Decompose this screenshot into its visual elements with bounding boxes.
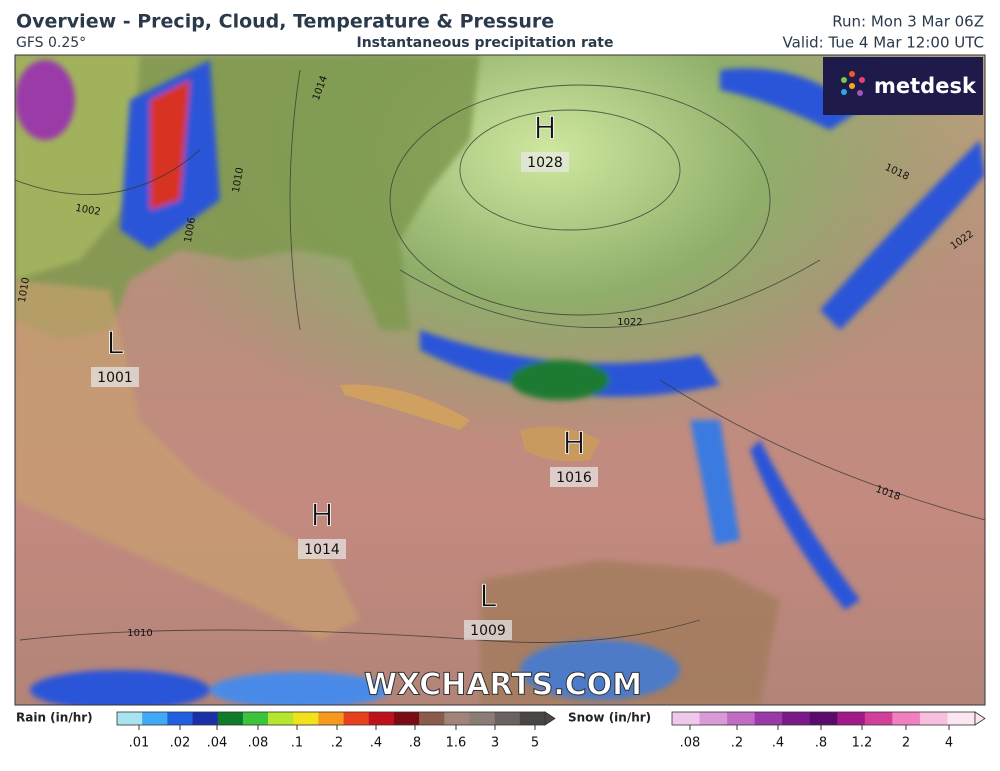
legend-tick-label: 1.6 [446, 736, 467, 751]
legend-swatch [393, 712, 420, 725]
legend-swatch [864, 712, 893, 725]
legend-tick-label: 4 [945, 736, 953, 751]
pressure-value-box [91, 367, 139, 387]
pressure-value-box [550, 467, 598, 487]
pressure-value: 1009 [470, 623, 506, 639]
watermark: WXCHARTS.COM [364, 668, 642, 703]
isobar-label: 1010 [17, 277, 32, 304]
legend-swatch [947, 712, 976, 725]
pressure-value-box [521, 152, 569, 172]
isobars [15, 69, 985, 643]
legend-tick-label: .02 [170, 736, 191, 751]
legend-swatch [699, 712, 728, 725]
legend-swatch [672, 712, 700, 725]
legend-tick-label: .8 [409, 736, 421, 751]
legend-swatch [837, 712, 866, 725]
model: GFS 0.25° [16, 35, 86, 51]
legend-tick-label: .01 [129, 736, 150, 751]
valid-time: Valid: Tue 4 Mar 12:00 UTC [783, 34, 984, 52]
legend-swatch [343, 712, 370, 725]
legend-tick-label: .2 [331, 736, 343, 751]
legend-arrow [974, 711, 986, 726]
isobar-label: 1002 [74, 203, 101, 218]
snow-legend-title: Snow (in/hr) [568, 711, 651, 725]
legend-swatch [809, 712, 838, 725]
legend-swatch [519, 712, 546, 725]
legend-tick-label: .4 [772, 736, 784, 751]
legend-tick-label: 1.2 [852, 736, 873, 751]
pressure-value: 1014 [304, 542, 340, 558]
legend-swatch [368, 712, 395, 725]
pressure-center-letter: H [534, 112, 557, 147]
run-time: Run: Mon 3 Mar 06Z [832, 13, 984, 31]
legend-arrow [544, 711, 556, 726]
map-area [15, 55, 985, 705]
pressure-value-box [464, 620, 512, 640]
isobar-label: 1010 [231, 167, 246, 194]
title: Overview - Precip, Cloud, Temperature & … [16, 11, 554, 33]
legend-swatch [494, 712, 521, 725]
legend-tick-label: .08 [248, 736, 269, 751]
legend-swatch [419, 712, 445, 725]
legend-tick-label: .08 [680, 736, 701, 751]
legend-swatch [142, 712, 168, 725]
isobar-label: 1022 [617, 317, 642, 328]
legend-swatch [117, 712, 143, 725]
legend-swatch [727, 712, 755, 725]
pressure-center-letter: H [311, 499, 334, 534]
rain-legend-title: Rain (in/hr) [16, 711, 93, 725]
pressure-center-letter: L [107, 327, 124, 362]
legend-tick-label: 2 [902, 736, 910, 751]
pressure-center-letter: L [480, 580, 497, 615]
legend-swatch [217, 712, 244, 725]
legend-swatch [293, 712, 319, 725]
legend-tick-label: .2 [731, 736, 743, 751]
pressure-value: 1016 [556, 470, 592, 486]
legend-swatch [892, 712, 921, 725]
legend-swatch [919, 712, 948, 725]
legend: .01 .02 .04 .08 .1 .2 .4 .8 1.6 3 5 .08 .2 .4 .8 1.2 2 4 [116, 711, 986, 751]
pressure-value: 1001 [97, 370, 133, 386]
legend-swatch [192, 712, 219, 725]
isobar-label: 1006 [183, 217, 198, 244]
legend-tick-label: .1 [291, 736, 303, 751]
legend-swatch [782, 712, 811, 725]
pressure-value: 1028 [527, 155, 563, 171]
pressure-value-box [298, 539, 346, 559]
pressure-center-letter: H [563, 427, 586, 462]
legend-tick-label: 5 [531, 736, 539, 751]
legend-swatch [754, 712, 783, 725]
legend-swatch [469, 712, 495, 725]
legend-swatch [444, 712, 470, 725]
legend-tick-label: .8 [815, 736, 827, 751]
legend-swatch [167, 712, 193, 725]
legend-swatch [242, 712, 269, 725]
isobar-label: 1010 [127, 628, 152, 639]
legend-tick-label: .4 [370, 736, 382, 751]
subtitle: Instantaneous precipitation rate [357, 35, 614, 51]
legend-swatch [268, 712, 294, 725]
brand-logo [841, 71, 865, 96]
brand: metdesk [874, 74, 977, 98]
map-frame [14, 54, 986, 706]
legend-tick-label: .04 [207, 736, 228, 751]
legend-swatch [318, 712, 344, 725]
legend-tick-label: 3 [491, 736, 499, 751]
